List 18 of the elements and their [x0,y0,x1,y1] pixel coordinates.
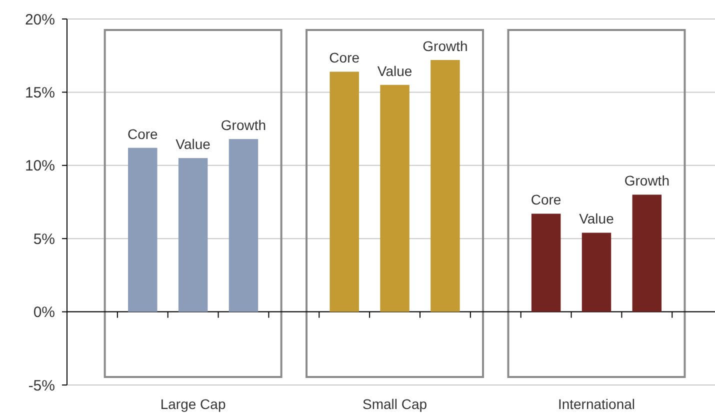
series-label: Core [329,50,360,66]
text: Value [579,210,614,227]
y-tick-label: 20% [24,11,55,28]
y-tick-label: 5% [33,230,55,248]
y-tick-label: 0% [33,304,55,322]
text: Growth [624,172,670,189]
series-label: Value [176,136,211,152]
text: Value [377,62,412,79]
text: Growth [220,117,266,134]
x-tick-label: International [558,396,636,412]
series-label: Growth [422,38,468,54]
x-tick-label: Small Cap [362,396,428,412]
y-tick-label: -5% [28,377,55,394]
y-tick-label: 10% [24,158,55,175]
x-tick-label: Large Cap [160,396,226,412]
text: Core [530,192,562,208]
text: Core [127,126,158,142]
y-tick-label: 15% [24,84,55,102]
